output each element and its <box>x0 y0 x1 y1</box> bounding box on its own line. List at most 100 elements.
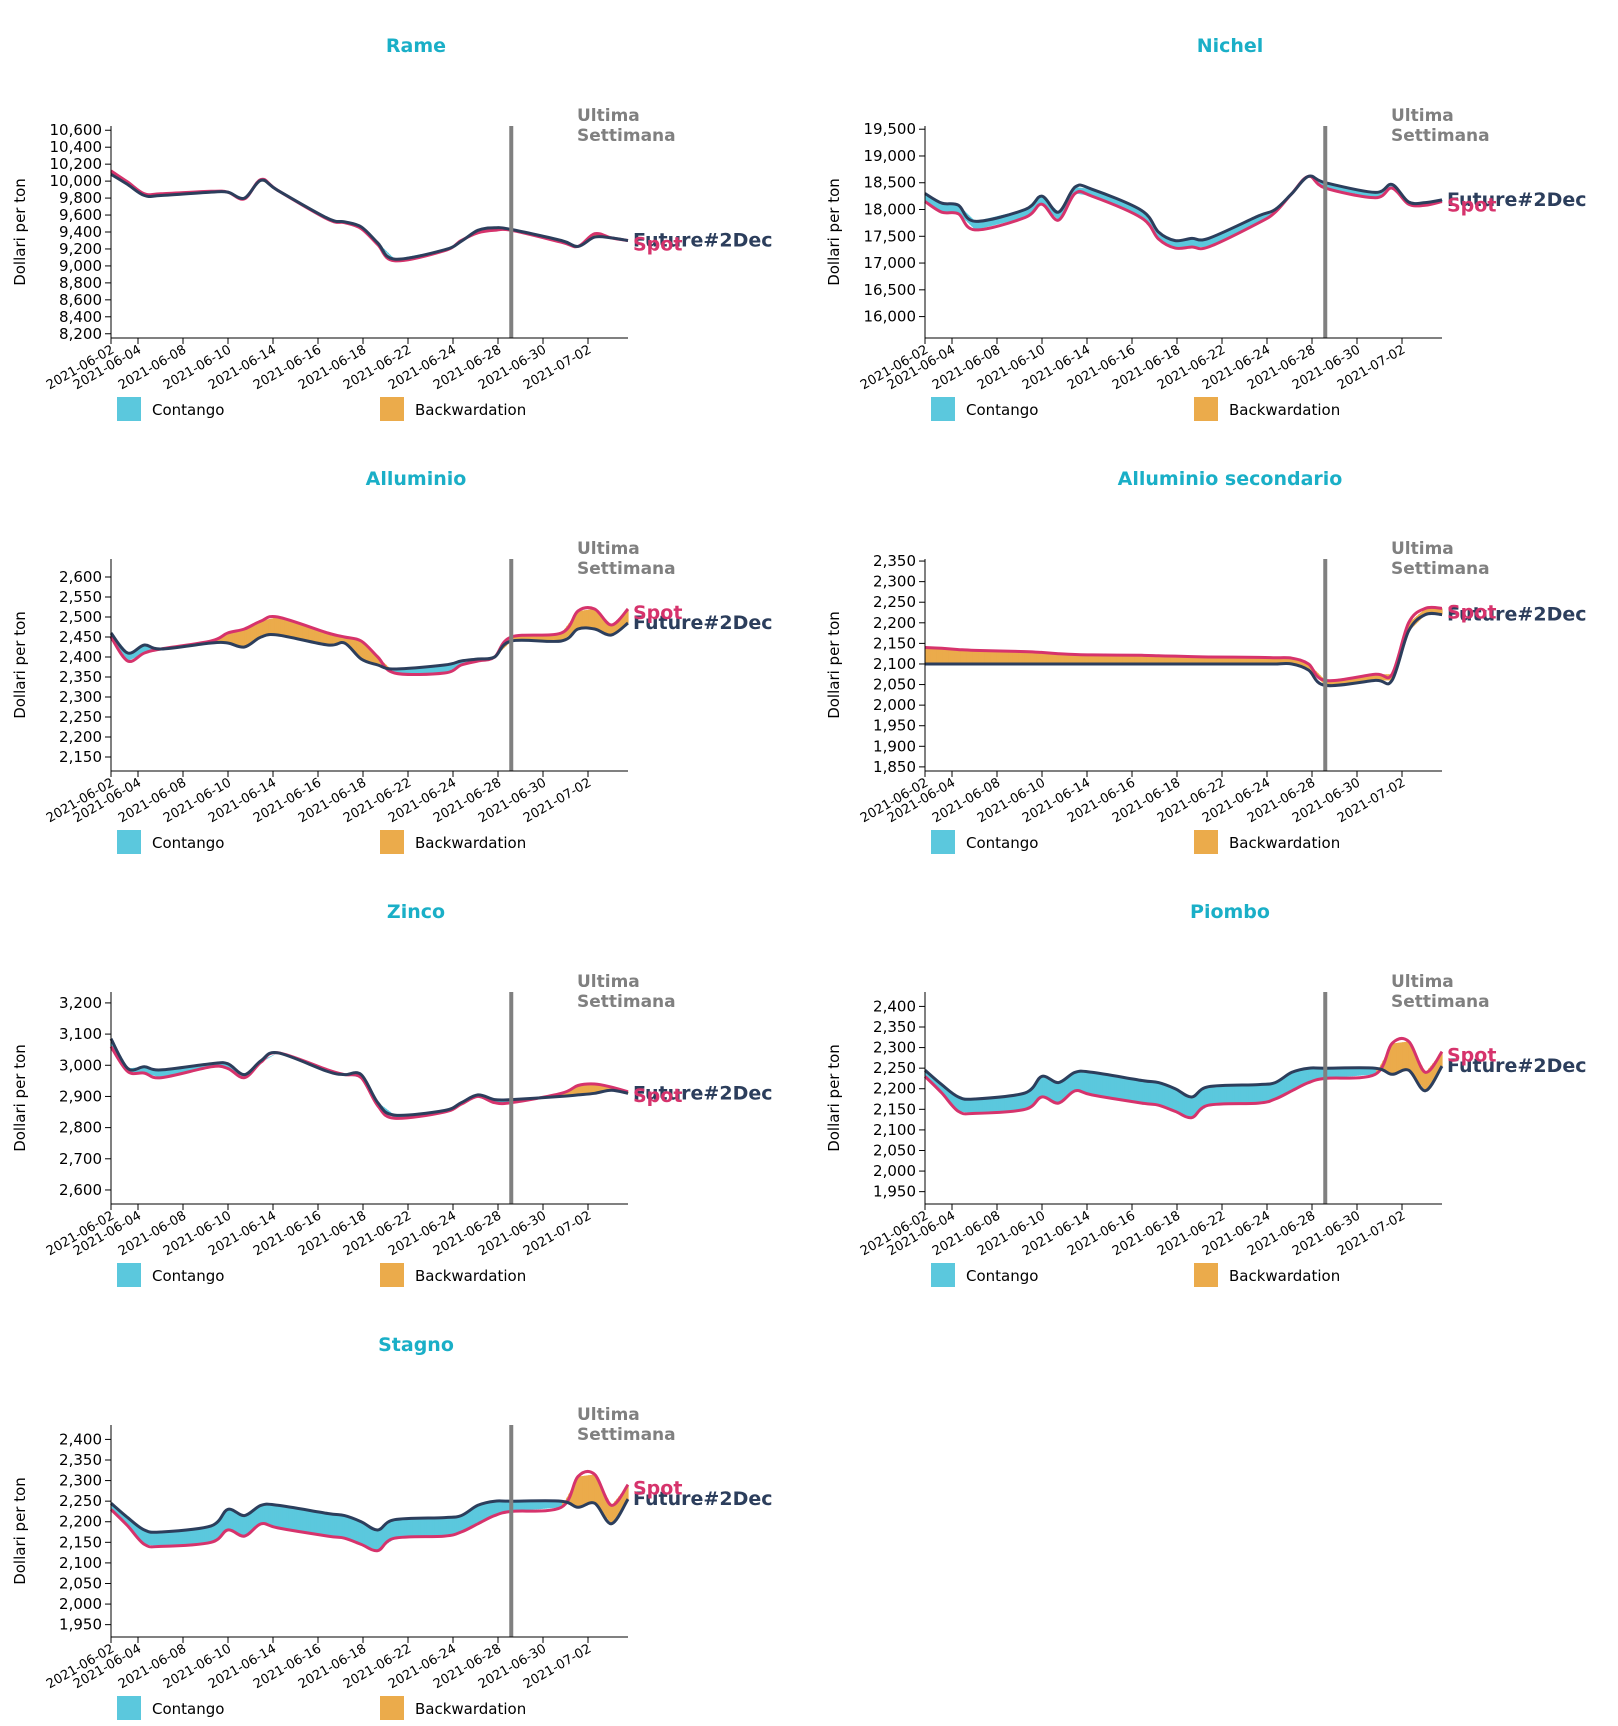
y-tick-label: 2,200 <box>873 614 916 632</box>
marker-label: Ultima <box>577 539 640 559</box>
y-tick-label: 2,000 <box>873 1162 916 1180</box>
legend-backwardation-swatch <box>1194 830 1218 854</box>
marker-label: Ultima <box>577 106 640 126</box>
legend-contango-swatch <box>117 397 141 421</box>
chart-title: Zinco <box>387 901 445 923</box>
legend-backwardation-label: Backwardation <box>415 1700 526 1718</box>
y-tick-label: 2,050 <box>873 676 916 694</box>
y-tick-label: 9,000 <box>59 257 102 275</box>
y-tick-label: 2,250 <box>59 708 102 726</box>
y-tick-label: 1,950 <box>873 1183 916 1201</box>
y-tick-label: 16,500 <box>864 281 917 299</box>
chart-title: Piombo <box>1190 901 1270 923</box>
spread-areas <box>111 171 629 261</box>
spot-series-label: Spot <box>633 602 682 624</box>
y-tick-label: 2,100 <box>59 1554 102 1572</box>
legend-backwardation-label: Backwardation <box>1229 834 1340 852</box>
legend-backwardation-label: Backwardation <box>1229 1267 1340 1285</box>
marker-label: Settimana <box>1391 126 1490 146</box>
legend-contango-swatch <box>117 1263 141 1287</box>
y-axis-label: Dollari per ton <box>11 1477 29 1585</box>
y-tick-label: 8,400 <box>59 308 102 326</box>
spread-areas <box>925 1041 1443 1117</box>
y-tick-label: 1,850 <box>873 758 916 776</box>
legend-backwardation-swatch <box>1194 397 1218 421</box>
y-tick-label: 1,900 <box>873 737 916 755</box>
y-tick-label: 2,450 <box>59 628 102 646</box>
chart-title: Rame <box>386 35 446 57</box>
y-tick-label: 2,250 <box>873 593 916 611</box>
legend-backwardation-label: Backwardation <box>1229 401 1340 419</box>
y-tick-label: 10,600 <box>50 121 103 139</box>
legend-contango-swatch <box>931 830 955 854</box>
marker-label: Settimana <box>1391 559 1490 579</box>
y-tick-label: 2,250 <box>873 1059 916 1077</box>
legend-contango-label: Contango <box>152 1700 224 1718</box>
chart-title: Alluminio secondario <box>1118 468 1343 490</box>
marker-label: Ultima <box>577 972 640 992</box>
y-tick-label: 9,400 <box>59 223 102 241</box>
chart-title: Stagno <box>378 1334 454 1356</box>
y-tick-label: 2,350 <box>873 1018 916 1036</box>
y-tick-label: 2,600 <box>59 1181 102 1199</box>
y-axis-label: Dollari per ton <box>825 1044 843 1152</box>
y-tick-label: 2,300 <box>873 1039 916 1057</box>
y-tick-label: 19,500 <box>864 120 917 138</box>
legend-backwardation-swatch <box>380 397 404 421</box>
y-tick-label: 2,350 <box>873 552 916 570</box>
marker-label: Ultima <box>1391 106 1454 126</box>
y-tick-label: 8,800 <box>59 274 102 292</box>
y-tick-label: 1,950 <box>59 1616 102 1634</box>
spot-series-label: Spot <box>1447 601 1496 623</box>
y-tick-label: 2,100 <box>873 655 916 673</box>
marker-label: Settimana <box>577 559 676 579</box>
future-line <box>111 174 628 259</box>
y-tick-label: 2,400 <box>59 1430 102 1448</box>
spot-series-label: Spot <box>633 233 682 255</box>
y-axis-label: Dollari per ton <box>825 611 843 719</box>
y-tick-label: 2,600 <box>59 568 102 586</box>
y-tick-label: 2,250 <box>59 1492 102 1510</box>
marker-label: Settimana <box>1391 992 1490 1012</box>
legend-backwardation-swatch <box>380 830 404 854</box>
y-tick-label: 2,150 <box>873 1100 916 1118</box>
y-tick-label: 2,050 <box>873 1141 916 1159</box>
spot-series-label: Spot <box>633 1478 682 1500</box>
legend-backwardation-swatch <box>380 1263 404 1287</box>
y-tick-label: 19,000 <box>864 147 917 165</box>
legend-contango-label: Contango <box>152 834 224 852</box>
future-line <box>111 623 628 669</box>
spot-series-label: Spot <box>1447 1045 1496 1067</box>
y-tick-label: 2,200 <box>59 728 102 746</box>
marker-label: Settimana <box>577 992 676 1012</box>
y-tick-label: 8,600 <box>59 291 102 309</box>
y-tick-label: 2,100 <box>873 1121 916 1139</box>
legend-contango-swatch <box>931 397 955 421</box>
y-axis-label: Dollari per ton <box>825 178 843 286</box>
y-tick-label: 2,000 <box>873 696 916 714</box>
y-tick-label: 3,000 <box>59 1056 102 1074</box>
legend-contango-label: Contango <box>966 1267 1038 1285</box>
future-line <box>111 1039 628 1116</box>
chart-title: Alluminio <box>366 468 467 490</box>
legend-backwardation-label: Backwardation <box>415 834 526 852</box>
spot-line <box>111 1047 628 1119</box>
legend-backwardation-label: Backwardation <box>415 401 526 419</box>
y-tick-label: 2,300 <box>59 1472 102 1490</box>
marker-label: Ultima <box>1391 972 1454 992</box>
spread-areas <box>925 177 1443 248</box>
spread-areas <box>111 1039 629 1118</box>
marker-label: Ultima <box>577 1405 640 1425</box>
y-tick-label: 2,050 <box>59 1574 102 1592</box>
spot-series-label: Spot <box>1447 194 1496 216</box>
y-tick-label: 8,200 <box>59 325 102 343</box>
y-tick-label: 10,200 <box>50 155 103 173</box>
